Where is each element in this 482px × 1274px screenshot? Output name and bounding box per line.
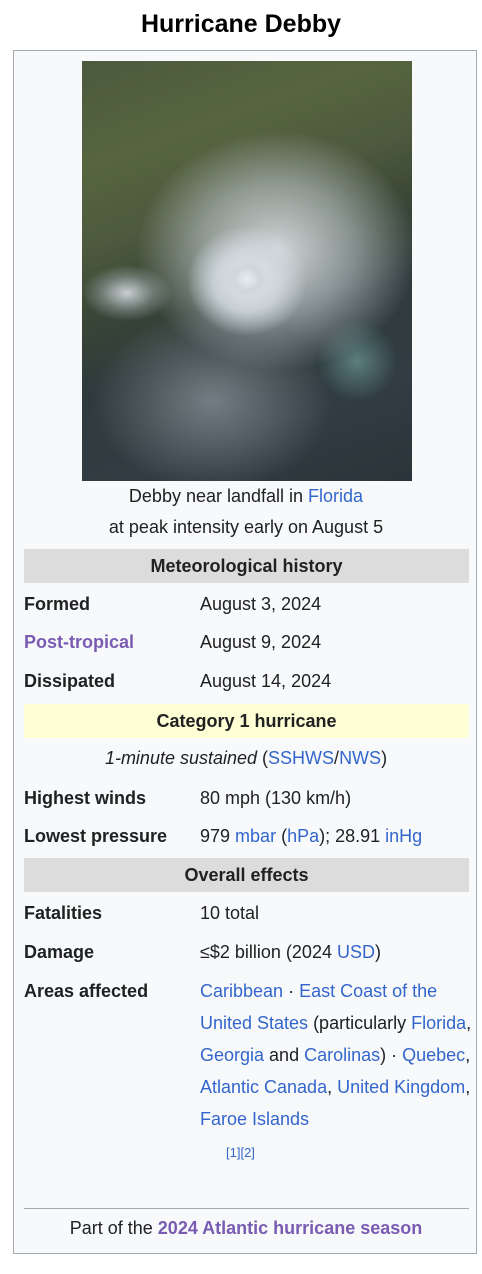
nws-link[interactable]: NWS [339,748,382,768]
meteorological-history-header: Meteorological history [24,549,469,583]
formed-label: Formed [24,594,91,614]
post-tropical-link[interactable]: Post-tropical [24,632,135,652]
damage-label: Damage [24,942,95,962]
dissipated-label: Dissipated [24,671,116,691]
sshws-link[interactable]: SSHWS [268,748,335,768]
paren: ( [257,748,269,768]
inhg-link[interactable]: inHg [385,826,423,846]
usd-link[interactable]: USD [336,942,375,962]
satellite-image[interactable] [82,61,412,481]
image-caption: Debby near landfall in Florida at peak i… [14,481,478,543]
damage-value: ≤$2 billion (2024 USD) [200,936,472,968]
pressure-text: 979 [200,826,236,846]
separator: · [283,981,300,1001]
formed-value: August 3, 2024 [200,594,322,614]
dissipated-value: August 14, 2024 [200,671,332,691]
fatalities-label: Fatalities [24,903,103,923]
carolinas-link[interactable]: Carolinas [304,1045,381,1065]
atlantic-canada-link[interactable]: Atlantic Canada [200,1077,328,1097]
florida-area-link[interactable]: Florida [411,1013,467,1033]
highest-winds-value: 80 mph (130 km/h) [200,788,352,808]
season-footer: Part of the 2024 Atlantic hurricane seas… [14,1212,478,1244]
category-header: Category 1 hurricane [24,704,469,738]
infobox: Debby near landfall in Florida at peak i… [13,50,477,1254]
lowest-pressure-label: Lowest pressure [24,826,168,846]
fatalities-value: 10 total [200,903,260,923]
highest-winds-label: Highest winds [24,788,147,808]
ref-2-link[interactable]: [2] [240,1145,255,1160]
post-tropical-value: August 9, 2024 [200,632,322,652]
hpa-link[interactable]: hPa [287,826,320,846]
season-link[interactable]: 2024 Atlantic hurricane season [157,1218,423,1238]
areas-text: , [466,1013,472,1033]
faroe-islands-link[interactable]: Faroe Islands [200,1109,310,1129]
georgia-link[interactable]: Georgia [200,1045,265,1065]
infobox-title: Hurricane Debby [140,10,342,38]
caribbean-link[interactable]: Caribbean [200,981,284,1001]
lowest-pressure-value: 979 mbar (hPa); 28.91 inHg [200,820,472,852]
areas-text: , [465,1077,471,1097]
areas-affected-value: Caribbean · East Coast of the United Sta… [200,975,472,1169]
slash: / [334,748,340,768]
areas-affected-label: Areas affected [24,981,149,1001]
sustained-row: 1-minute sustained (SSHWS/NWS) [14,742,478,774]
overall-effects-header: Overall effects [24,858,469,892]
caption-text-post: at peak intensity early on August 5 [108,517,384,537]
areas-text: , [327,1077,338,1097]
damage-text: ≤$2 billion (2024 [200,942,337,962]
areas-text: (particularly [308,1013,412,1033]
sustained-text: 1-minute sustained [104,748,258,768]
quebec-link[interactable]: Quebec [402,1045,466,1065]
caption-text-pre: Debby near landfall in [128,486,309,506]
united-kingdom-link[interactable]: United Kingdom [337,1077,466,1097]
mbar-link[interactable]: mbar [235,826,277,846]
paren: ) [381,748,388,768]
areas-text: ) · [380,1045,403,1065]
areas-text: and [264,1045,305,1065]
east-coast-link[interactable]: East Coast of the United States [200,981,438,1033]
pressure-text: ( [276,826,288,846]
footer-divider [24,1208,469,1209]
ref-1-link[interactable]: [1] [226,1145,241,1160]
pressure-text: ); 28.91 [319,826,386,846]
florida-link[interactable]: Florida [308,486,364,506]
areas-text: , [465,1045,471,1065]
footer-text: Part of the [69,1218,158,1238]
damage-text: ) [374,942,381,962]
